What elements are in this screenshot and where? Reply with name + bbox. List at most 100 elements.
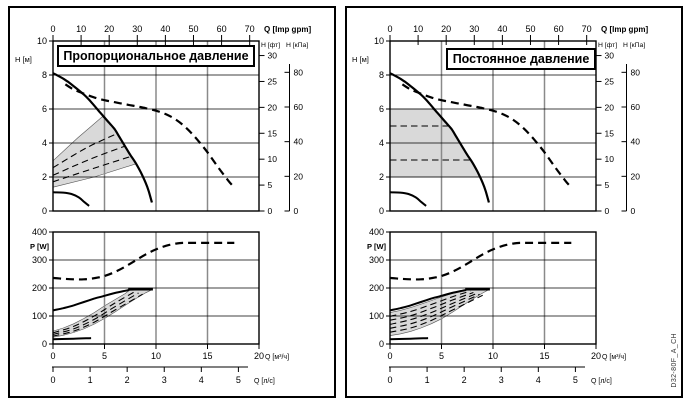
axis-title-h-ft: H [фт] — [598, 42, 617, 49]
axis-tick-label: 2 — [462, 375, 467, 385]
axis-tick-label: 20 — [591, 351, 601, 361]
setpoint-curve-1 — [52, 133, 118, 169]
axis-tick-label: 50 — [188, 24, 198, 34]
power-setpoint-3 — [389, 293, 477, 325]
axis-title-q-m3h: Q [м³/ч] — [265, 354, 289, 361]
axis-tick-label: 1 — [88, 375, 93, 385]
setpoint-curve-3 — [52, 155, 132, 183]
axis-tick-label: 4 — [42, 138, 47, 148]
axis-tick-label: 5 — [268, 180, 273, 190]
chart-title: Пропорциональное давление — [57, 45, 255, 67]
power-max-curve — [52, 289, 130, 312]
axis-tick-label: 70 — [582, 24, 592, 34]
min-speed-curve — [389, 191, 427, 207]
axis-tick-label: 0 — [42, 339, 47, 349]
axis-tick-label: 300 — [369, 255, 384, 265]
axis-tick-label: 4 — [536, 375, 541, 385]
axis-tick-label: 10 — [605, 154, 615, 164]
power-setpoint-4 — [389, 293, 480, 329]
axis-tick-label: 10 — [488, 351, 498, 361]
axis-tick-label: 40 — [631, 137, 641, 147]
drawing-code: D32-80F_A_CH — [671, 333, 678, 388]
axis-tick-label: 5 — [102, 351, 107, 361]
axis-tick-label: 30 — [469, 24, 479, 34]
power-min-line — [52, 337, 92, 341]
axis-tick-label: 0 — [387, 351, 392, 361]
axis-title-p-w: P [W] — [367, 242, 387, 251]
axis-tick-label: 0 — [50, 375, 55, 385]
axis-tick-label: 6 — [379, 104, 384, 114]
axis-tick-label: 20 — [294, 171, 304, 181]
axis-tick-label: 15 — [268, 128, 278, 138]
axis-tick-label: 3 — [499, 375, 504, 385]
axis-tick-label: 30 — [132, 24, 142, 34]
power-setpoint-1 — [52, 291, 135, 334]
axis-tick-label: 20 — [104, 24, 114, 34]
power-setpoint-2 — [52, 292, 139, 336]
panel-proportional-pressure: 0 10 20 30 40 50 60 70 Q [Imp gpm] 0 2 4 6 8 10 H [м] 0 5… — [8, 6, 336, 398]
axis-tick-label: 15 — [605, 128, 615, 138]
axis-tick-label: 80 — [294, 67, 304, 77]
axis-tick-label: 400 — [32, 227, 47, 237]
axis-tick-label: 0 — [387, 24, 392, 34]
axis-title-q-m3h: Q [м³/ч] — [602, 354, 626, 361]
axis-tick-label: 10 — [151, 351, 161, 361]
power-max-curve — [389, 289, 467, 312]
axis-tick-label: 10 — [76, 24, 86, 34]
axis-tick-label: 10 — [37, 36, 47, 46]
power-setpoint-3 — [52, 293, 143, 337]
axis-tick-label: 8 — [379, 70, 384, 80]
power-range-area — [52, 289, 152, 338]
axis-tick-label: 2 — [42, 172, 47, 182]
axis-tick-label: 4 — [379, 138, 384, 148]
axis-tick-label: 5 — [605, 180, 610, 190]
power-max-dashed — [389, 241, 572, 281]
axis-title-q-ls: Q [л/с] — [591, 378, 612, 385]
max-curve-dashed — [401, 83, 572, 188]
axis-tick-label: 0 — [379, 339, 384, 349]
axis-tick-label: 6 — [42, 104, 47, 114]
axis-tick-label: 60 — [631, 102, 641, 112]
power-setpoint-5 — [389, 294, 483, 333]
axis-tick-label: 200 — [369, 283, 384, 293]
axis-title-p-w: P [W] — [30, 242, 50, 251]
axis-tick-label: 5 — [236, 375, 241, 385]
axis-tick-label: 4 — [199, 375, 204, 385]
power-setpoint-2 — [389, 291, 474, 321]
axis-tick-label: 70 — [245, 24, 255, 34]
axis-tick-label: 15 — [539, 351, 549, 361]
axis-title-h-ft: H [фт] — [261, 42, 280, 49]
axis-tick-label: 0 — [379, 206, 384, 216]
axis-tick-label: 0 — [268, 206, 273, 216]
max-curve-dashed — [64, 83, 235, 188]
chart-title: Постоянное давление — [446, 48, 596, 70]
power-max-dashed — [52, 241, 235, 281]
axis-tick-label: 0 — [294, 206, 299, 216]
axis-tick-label: 200 — [32, 283, 47, 293]
axis-tick-label: 20 — [631, 171, 641, 181]
axis-tick-label: 0 — [605, 206, 610, 216]
axis-tick-label: 60 — [217, 24, 227, 34]
axis-tick-label: 0 — [50, 24, 55, 34]
axis-tick-label: 10 — [268, 154, 278, 164]
axis-tick-label: 300 — [32, 255, 47, 265]
axis-title-h-m: H [м] — [352, 55, 369, 64]
axis-tick-label: 0 — [631, 206, 636, 216]
axis-title-gpm: Q [Imp gpm] — [264, 25, 311, 34]
axis-tick-label: 0 — [387, 375, 392, 385]
axis-tick-label: 60 — [294, 102, 304, 112]
axis-tick-label: 25 — [605, 76, 615, 86]
axis-title-h-kpa: H [кПа] — [286, 42, 308, 49]
axis-tick-label: 2 — [379, 172, 384, 182]
axis-tick-label: 2 — [125, 375, 130, 385]
axis-title-h-m: H [м] — [15, 55, 32, 64]
axis-tick-label: 50 — [525, 24, 535, 34]
power-min-line — [389, 337, 429, 341]
axis-tick-label: 8 — [42, 70, 47, 80]
axis-tick-label: 40 — [497, 24, 507, 34]
axis-tick-label: 100 — [32, 311, 47, 321]
axis-tick-label: 5 — [573, 375, 578, 385]
axis-tick-label: 40 — [294, 137, 304, 147]
power-setpoint-1 — [389, 290, 471, 317]
